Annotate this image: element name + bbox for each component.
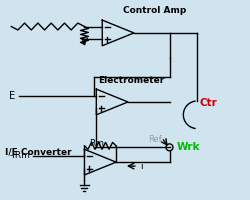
Text: i: i <box>140 162 142 171</box>
Text: Wrk: Wrk <box>176 142 200 152</box>
Text: I/E Converter: I/E Converter <box>5 147 72 156</box>
Text: Ref: Ref <box>148 136 162 144</box>
Text: Control Amp: Control Amp <box>123 6 186 15</box>
Text: Ctr: Ctr <box>199 98 217 108</box>
Text: -iRm: -iRm <box>9 151 30 160</box>
Text: E: E <box>9 91 16 101</box>
Text: Rm: Rm <box>90 139 104 148</box>
Text: Electrometer: Electrometer <box>98 76 164 85</box>
